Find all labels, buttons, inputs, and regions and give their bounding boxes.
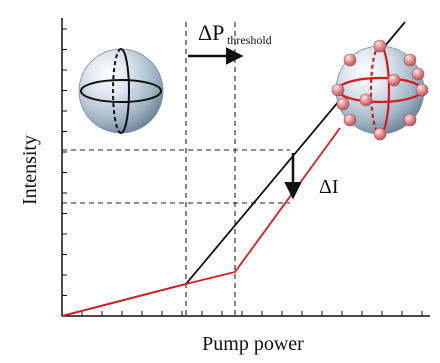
bare-sphere-icon [78,48,164,134]
particle-icon [373,39,387,53]
particle-icon [387,73,401,87]
particle-icon [343,113,357,127]
particle-icon [403,53,417,67]
decorated-sphere-icon [331,39,429,141]
particle-icon [359,93,373,107]
particle-icon [331,83,345,97]
x-axis-ticks [81,311,423,316]
particle-icon [336,97,350,111]
particle-icon [403,113,417,127]
x-axis-label: Pump power [202,333,304,355]
delta-p-label: ΔP [198,20,224,45]
delta-i-label: ΔI [319,176,339,198]
delta-p-subscript: threshold [227,33,272,47]
particles [331,39,429,141]
curves [61,21,406,317]
modified-curve [61,127,341,317]
y-axis-label: Intensity [19,135,41,205]
particle-icon [343,53,357,67]
axes [61,18,430,317]
particle-icon [373,127,387,141]
particle-icon [415,83,429,97]
particle-icon [411,67,425,81]
dashed-guides [62,22,290,316]
y-axis-ticks [62,28,67,296]
